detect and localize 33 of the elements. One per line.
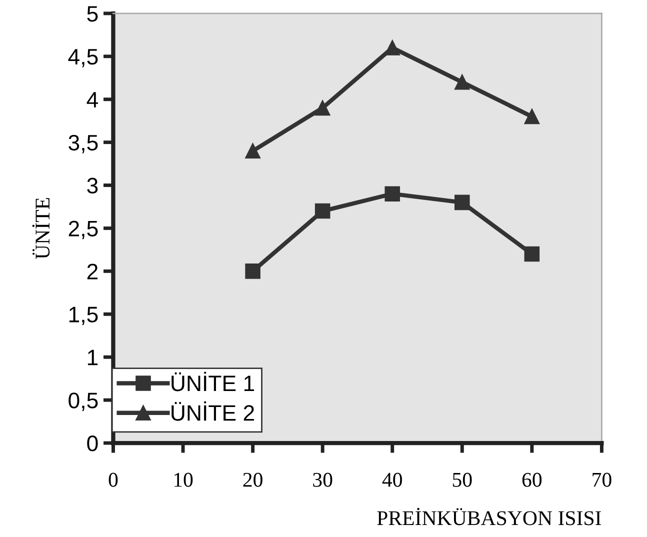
point [454, 74, 470, 90]
point [314, 203, 330, 219]
legend-label: ÜNİTE 2 [172, 401, 254, 421]
y-axis-title: ÜNİTE [32, 198, 50, 260]
y-tick-label: 2,5 [68, 220, 98, 240]
x-tick-label: 20 [243, 472, 262, 487]
x-tick-label: 30 [313, 472, 332, 487]
point [314, 100, 330, 116]
y-tick-label: 1 [88, 350, 98, 366]
point [245, 264, 260, 279]
y-tick-label: 4 [86, 92, 98, 108]
y-tick-label: 2 [87, 264, 98, 280]
x-tick-label: 10 [174, 472, 193, 487]
y-tick-label: 4,5 [68, 49, 98, 68]
x-tick-label: 0 [108, 472, 118, 487]
point [454, 194, 470, 210]
y-tick-label: 3 [87, 178, 98, 194]
point [384, 186, 400, 202]
y-tick-label: 5 [87, 6, 98, 22]
y-tick-label: 3,5 [68, 134, 98, 154]
legend-label: ÜNİTE 1 [172, 372, 254, 392]
x-tick-label: 70 [592, 472, 612, 487]
x-axis-title: PREİNKÜBASYON ISISI [377, 508, 601, 526]
point [524, 108, 540, 124]
y-tick-label: 0 [87, 436, 98, 452]
y-tick-label: 1,5 [69, 306, 98, 326]
point [384, 40, 400, 56]
point [524, 246, 540, 262]
point [245, 143, 260, 159]
x-tick-label: 40 [382, 472, 402, 487]
y-tick-label: 0,5 [68, 392, 98, 411]
x-tick-label: 50 [452, 472, 472, 487]
x-tick-label: 60 [522, 472, 542, 487]
